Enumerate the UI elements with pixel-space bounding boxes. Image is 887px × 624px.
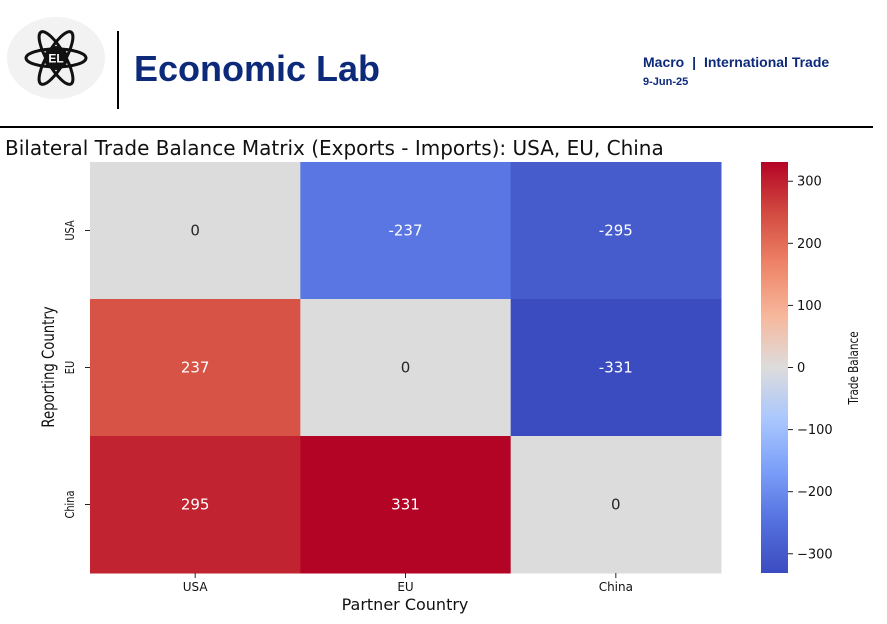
heatmap-cell: [300, 162, 512, 300]
colorbar: [761, 162, 788, 573]
cell-value-label: 237: [181, 359, 210, 377]
colorbar-tick-label: 200: [797, 237, 822, 252]
publish-date: 9-Jun-25: [643, 76, 689, 88]
y-axis-label: Reporting Country: [38, 306, 58, 427]
x-tick-label: EU: [397, 580, 413, 594]
heatmap-cell: [300, 436, 512, 574]
cell-value-label: -331: [599, 359, 633, 377]
brand-title: Economic Lab: [134, 48, 381, 89]
heatmap-cell: [510, 162, 722, 300]
header-rule: [0, 126, 873, 128]
heatmap-cell: [510, 299, 722, 437]
cell-value-label: -237: [388, 222, 422, 240]
cell-value-label: 331: [391, 496, 420, 514]
heatmap-cell: [300, 299, 512, 437]
x-axis: USA EU China: [183, 573, 633, 594]
meta-separator: |: [692, 54, 697, 70]
economic-lab-logo: EL: [7, 17, 105, 99]
colorbar-tick-label: −300: [797, 547, 833, 562]
cell-value-label: 0: [401, 359, 411, 377]
colorbar-tick-label: 0: [797, 361, 805, 376]
atom-logo-icon: EL: [24, 30, 88, 86]
colorbar-ticks: 300 200 100 0 −100 −200 −300: [788, 175, 833, 562]
cell-value-label: -295: [599, 222, 633, 240]
cell-value-label: 0: [611, 496, 621, 514]
colorbar-tick-label: −100: [797, 423, 833, 438]
heatmap-cell: [90, 162, 301, 300]
heatmap-annotations: 0 -237 -295 237 0 -331 295 331 0: [181, 222, 633, 514]
y-axis: USA EU China: [63, 220, 90, 519]
x-tick-label: China: [599, 580, 633, 594]
heatmap-cell: [90, 436, 301, 574]
header-divider: [117, 31, 119, 109]
x-tick-label: USA: [183, 580, 209, 594]
header-meta: Macro | International Trade: [643, 54, 829, 70]
colorbar-tick-label: −200: [797, 485, 833, 500]
topic-label: International Trade: [703, 54, 830, 70]
heatmap-cell: [90, 299, 301, 437]
category-label: Macro: [643, 54, 685, 70]
colorbar-label: Trade Balance: [846, 331, 861, 405]
cell-value-label: 295: [181, 496, 210, 514]
y-tick-label: USA: [63, 220, 77, 241]
y-tick-label: China: [63, 490, 77, 518]
colorbar-tick-label: 300: [797, 175, 822, 190]
page-header: EL Economic Lab Macro | International Tr…: [0, 0, 887, 128]
colorbar-tick-label: 100: [797, 299, 822, 314]
cell-value-label: 0: [190, 222, 200, 240]
chart-title: Bilateral Trade Balance Matrix (Exports …: [5, 136, 664, 160]
heatmap-cell: [510, 436, 722, 574]
heatmap-cells: [90, 162, 722, 574]
x-axis-label: Partner Country: [342, 595, 469, 614]
y-tick-label: EU: [63, 361, 77, 374]
logo-text: EL: [48, 52, 63, 66]
